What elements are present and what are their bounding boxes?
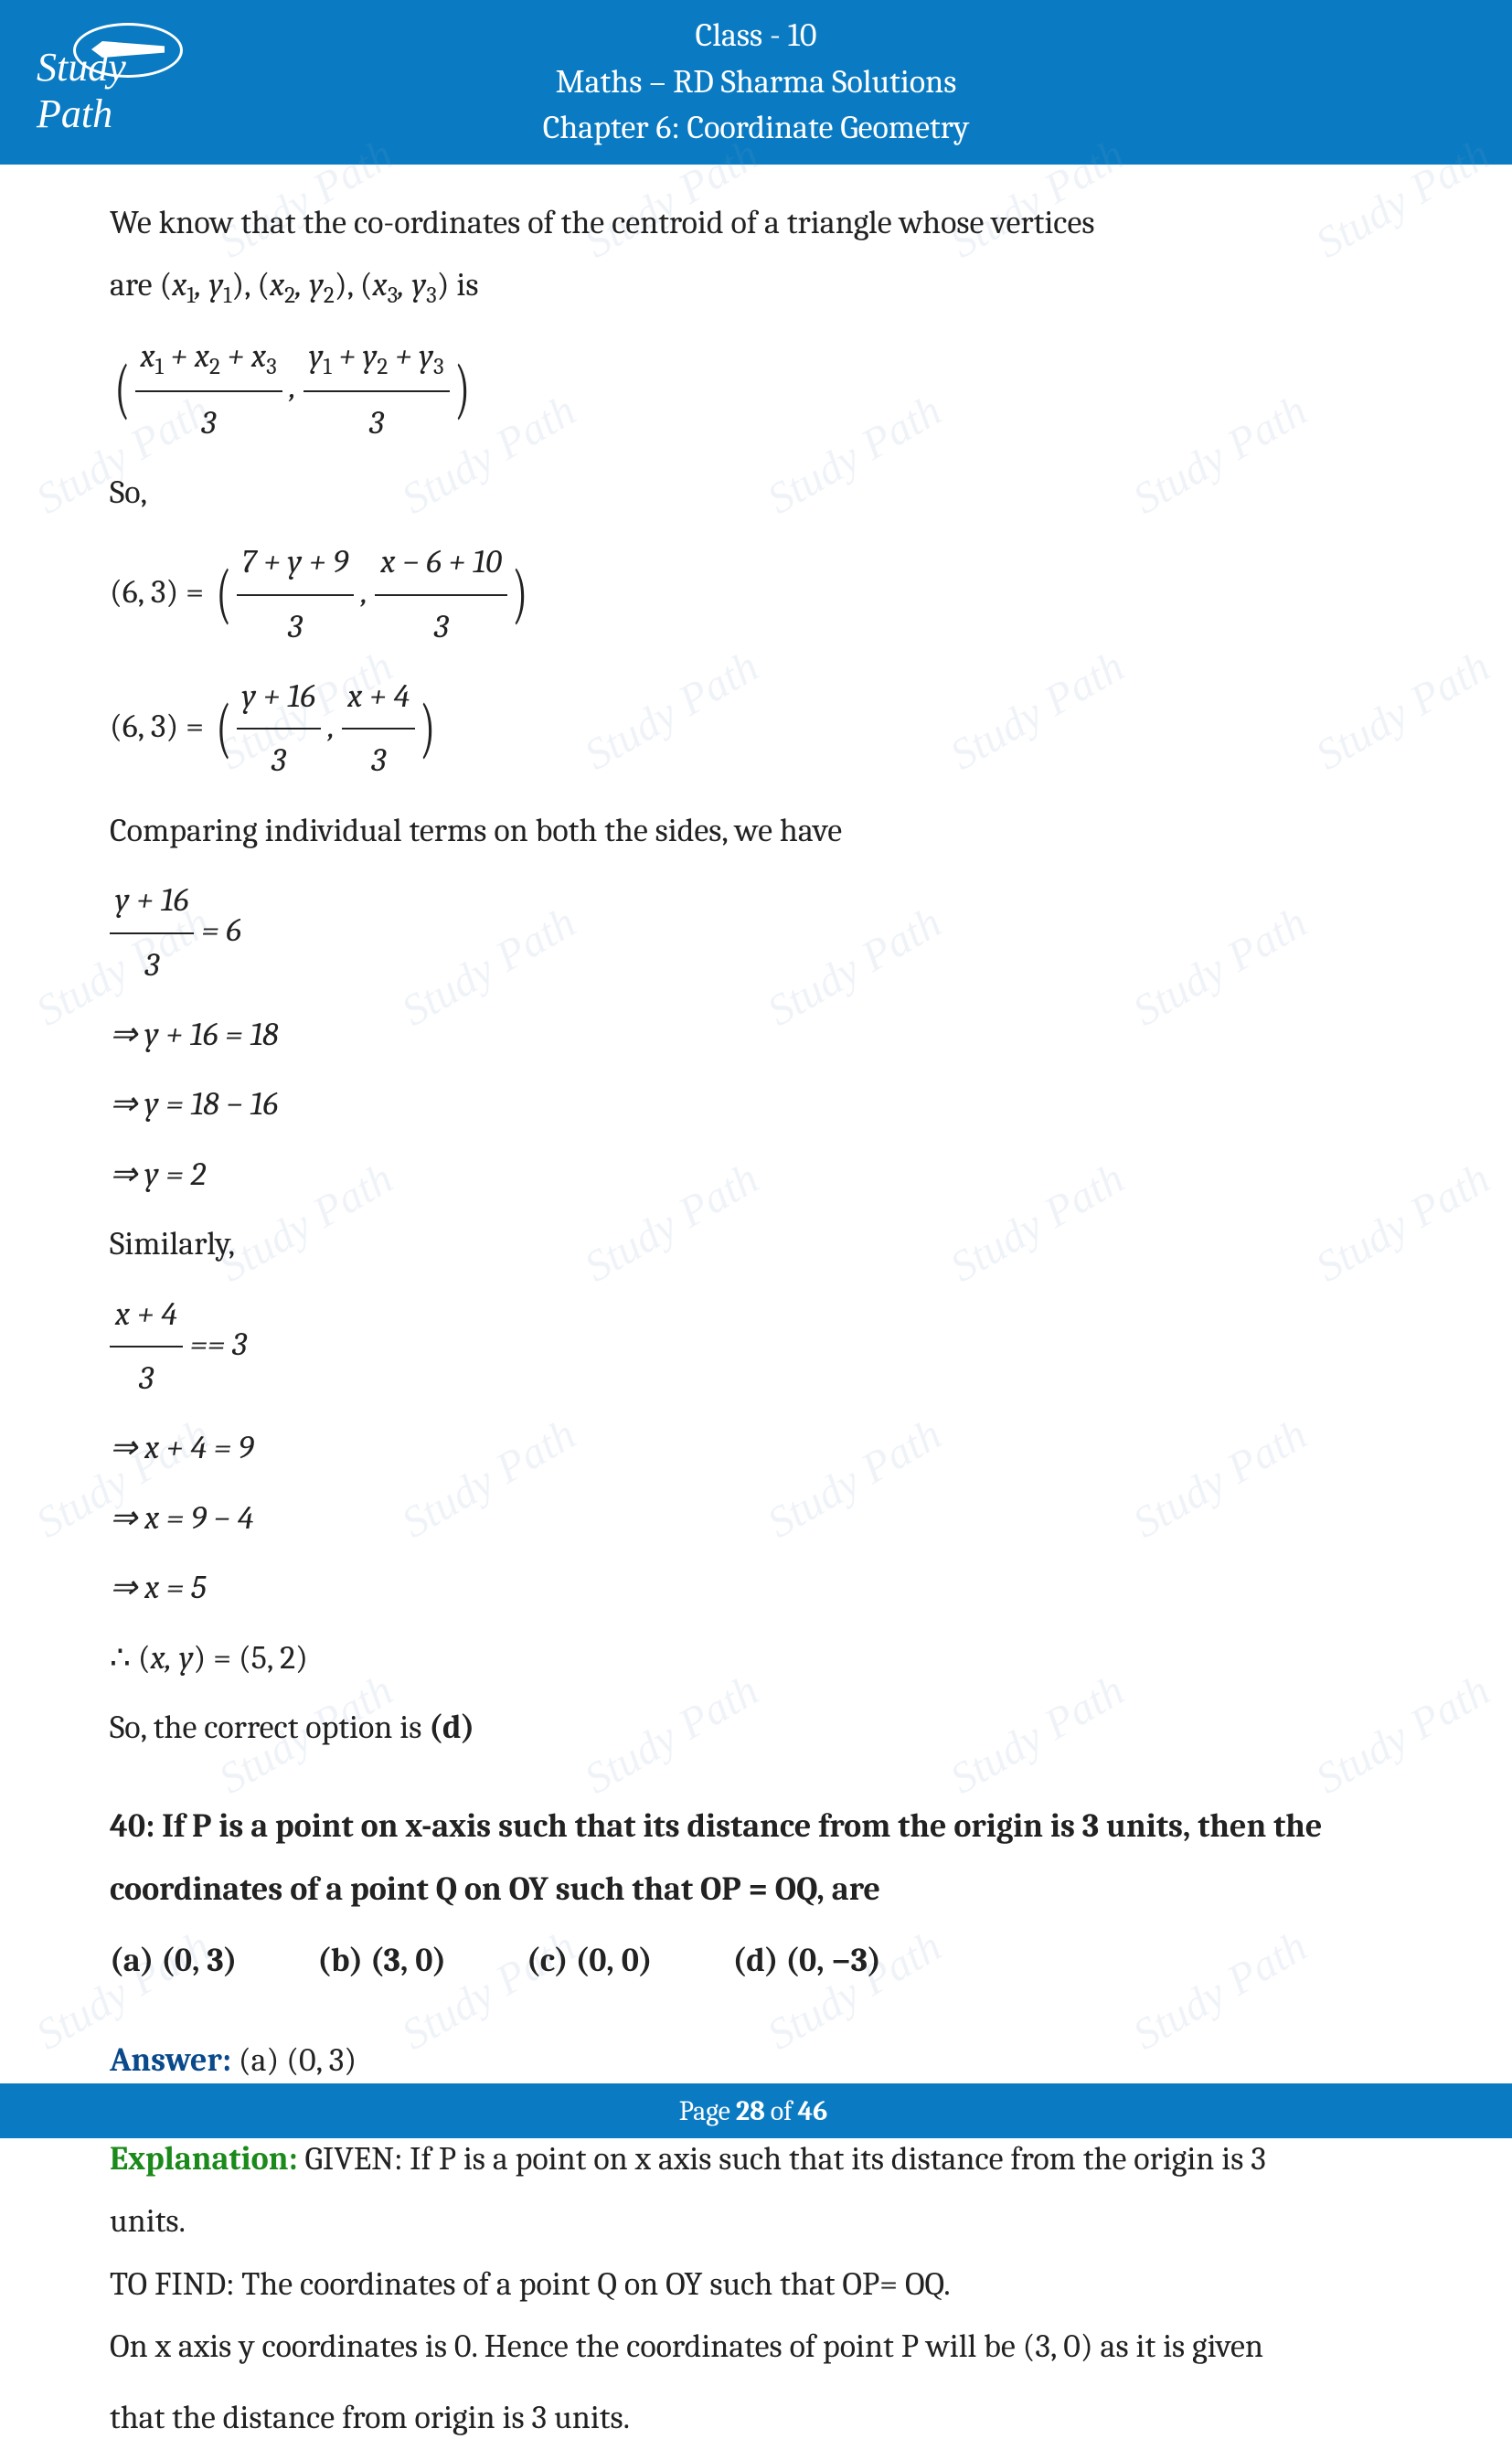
result: ∴ (x, y) = (5, 2) xyxy=(110,1627,1402,1689)
explanation-line-1b: units. xyxy=(110,2190,1402,2253)
intro-line-1: We know that the co-ordinates of the cen… xyxy=(110,192,1402,254)
header-chapter: Chapter 6: Coordinate Geometry xyxy=(543,105,970,151)
correct-option: (d) xyxy=(429,1709,474,1746)
centroid-formula: (x1 + x2 + x33 , y1 + y2 + y33) xyxy=(110,325,1402,453)
answer-label: Answer: xyxy=(110,2041,231,2079)
similarly-label: Similarly, xyxy=(110,1213,1402,1275)
so-label: So, xyxy=(110,462,1402,524)
logo: Study Path xyxy=(27,18,210,146)
page-header: Study Path Class - 10 Maths – RD Sharma … xyxy=(0,0,1512,165)
comparing-text: Comparing individual terms on both the s… xyxy=(110,800,1402,862)
conclusion: So, the correct option is (d) xyxy=(110,1697,1402,1759)
x-step-2: ⇒ x = 9 − 4 xyxy=(110,1487,1402,1550)
intro-line-2: are (x1, y1), (x2, y2), (x3, y3) is xyxy=(110,254,1402,318)
answer-line: Answer: (a) (0, 3) xyxy=(110,2029,1402,2092)
option-c: (c) (0, 0) xyxy=(527,1930,653,1992)
explanation-line-1: Explanation: GIVEN: If P is a point on x… xyxy=(110,2128,1402,2190)
explanation-line-3: On x axis y coordinates is 0. Hence the … xyxy=(110,2316,1402,2378)
question-40-line2: coordinates of a point Q on OY such that… xyxy=(110,1859,1402,1921)
x-step-1: ⇒ x + 4 = 9 xyxy=(110,1417,1402,1479)
explanation-line-2: TO FIND: The coordinates of a point Q on… xyxy=(110,2253,1402,2316)
equation-2: (6, 3) = (y + 163 , x + 43) xyxy=(110,666,1402,793)
option-b: (b) (3, 0) xyxy=(317,1930,446,1992)
y-step-3: ⇒ y = 2 xyxy=(110,1144,1402,1206)
explanation-label: Explanation: xyxy=(110,2140,298,2178)
equation-1: (6, 3) = (7 + y + 93 , x − 6 + 103) xyxy=(110,531,1402,658)
question-40-options: (a) (0, 3) (b) (3, 0) (c) (0, 0) (d) (0,… xyxy=(110,1930,1402,1992)
question-40: 40: If P is a point on x-axis such that … xyxy=(110,1795,1402,1858)
option-a: (a) (0, 3) xyxy=(110,1930,237,1992)
header-subject: Maths – RD Sharma Solutions xyxy=(556,59,957,105)
y-step-2: ⇒ y = 18 − 16 xyxy=(110,1073,1402,1135)
x-step-3: ⇒ x = 5 xyxy=(110,1557,1402,1619)
y-fraction: y + 163 = 6 xyxy=(110,869,1402,996)
option-d: (d) (0, −3) xyxy=(733,1930,881,1992)
page-content: We know that the co-ordinates of the cen… xyxy=(0,165,1512,2450)
explanation-line-4: that the distance from origin is 3 units… xyxy=(110,2387,1402,2449)
logo-text: Study Path xyxy=(37,44,210,137)
x-fraction: x + 43 == 3 xyxy=(110,1284,1402,1411)
y-step-1: ⇒ y + 16 = 18 xyxy=(110,1004,1402,1066)
header-class: Class - 10 xyxy=(696,13,817,59)
